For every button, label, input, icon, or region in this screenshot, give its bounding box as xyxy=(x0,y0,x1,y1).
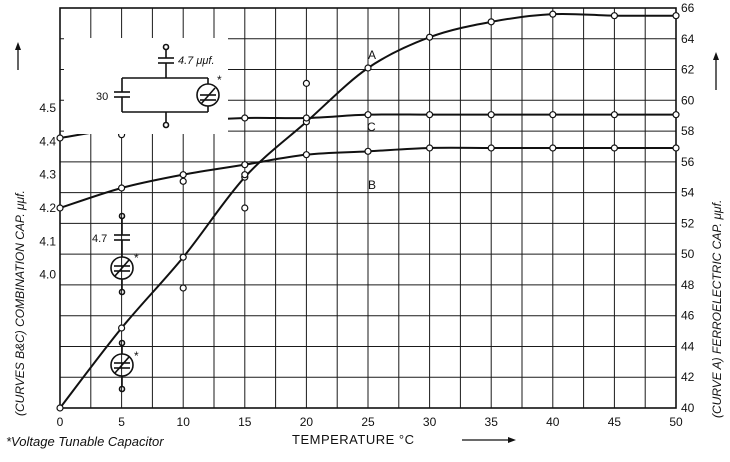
data-point-measured xyxy=(302,79,310,87)
left-y-tick-label: 4.4 xyxy=(39,134,56,148)
inset-star: * xyxy=(217,73,222,87)
left-y-tick-label: 4.3 xyxy=(39,168,56,182)
x-tick-label: 0 xyxy=(57,415,64,429)
right-axis-label: (CURVE A) FERROELECTRIC CAP. μμf. xyxy=(710,200,724,418)
data-point-a xyxy=(672,12,680,20)
right-y-tick-label: 40 xyxy=(681,401,695,415)
series-circuit-diagram: 4.7 * * xyxy=(92,212,139,393)
data-point-b xyxy=(117,184,126,192)
right-y-tick-label: 50 xyxy=(681,247,695,261)
data-point-b xyxy=(302,151,310,159)
data-point-c xyxy=(241,114,249,122)
x-axis-label: TEMPERATURE °C xyxy=(292,432,414,447)
data-point-b xyxy=(549,144,557,152)
x-tick-label: 40 xyxy=(546,415,560,429)
right-y-tick-label: 60 xyxy=(681,93,695,107)
left-y-tick-label: 4.5 xyxy=(39,101,56,115)
data-point-a xyxy=(56,404,64,412)
parallel-circuit-diagram: 4.7 μμf. 30 * xyxy=(64,38,228,134)
curve-label-b: B xyxy=(368,178,376,192)
right-y-tick-label: 58 xyxy=(681,124,695,138)
x-tick-label: 35 xyxy=(485,415,499,429)
data-point-c xyxy=(672,111,680,119)
data-point-c xyxy=(364,111,372,119)
left-cap-value: 4.7 xyxy=(92,233,107,245)
right-y-tick-label: 52 xyxy=(681,216,695,230)
left-y-tick-label: 4.1 xyxy=(39,234,56,248)
star-a: * xyxy=(134,251,139,265)
left-axis-arrow-icon xyxy=(15,42,21,70)
footnote: *Voltage Tunable Capacitor xyxy=(6,434,164,449)
data-point-b xyxy=(610,144,619,152)
right-y-tick-label: 54 xyxy=(681,186,695,200)
data-point-c xyxy=(487,111,495,119)
data-point-measured xyxy=(241,171,249,179)
x-tick-label: 10 xyxy=(177,415,191,429)
curve-label-c: C xyxy=(367,120,376,134)
data-point-c xyxy=(549,111,557,119)
right-axis-arrow-icon xyxy=(713,52,719,90)
data-point-a xyxy=(179,253,187,261)
data-point-c xyxy=(56,134,64,142)
curve-label-a: A xyxy=(368,48,376,62)
tick-labels: 0 5 10 15 20 25 30 35 40 45 50 4.0 4.1 4.2 4.3 4.4 4.5 40… xyxy=(39,1,694,429)
data-point-b xyxy=(56,204,64,212)
right-y-tick-label: 64 xyxy=(681,32,695,46)
data-point-a xyxy=(487,18,495,26)
data-point-a xyxy=(426,33,434,41)
data-point-a xyxy=(117,324,126,332)
left-axis-label: (CURVES B&C) COMBINATION CAP. μμf. xyxy=(13,190,27,416)
x-tick-label: 30 xyxy=(423,415,437,429)
data-point-a xyxy=(364,64,372,72)
x-tick-label: 5 xyxy=(118,415,125,429)
data-point-a xyxy=(610,12,619,20)
x-tick-label: 50 xyxy=(669,415,683,429)
data-point-b xyxy=(364,147,372,155)
data-point-b xyxy=(426,144,434,152)
data-point-c xyxy=(426,111,434,119)
right-y-tick-label: 42 xyxy=(681,370,695,384)
right-y-tick-label: 62 xyxy=(681,63,695,77)
x-tick-label: 15 xyxy=(238,415,252,429)
data-point-c xyxy=(302,114,310,122)
left-y-tick-label: 4.0 xyxy=(39,268,56,282)
right-y-tick-label: 66 xyxy=(681,1,695,15)
left-y-tick-label: 4.2 xyxy=(39,201,56,215)
data-point-c xyxy=(610,111,619,119)
data-point-measured xyxy=(179,284,187,292)
grid xyxy=(60,8,676,408)
data-point-b xyxy=(241,161,249,169)
x-axis-arrow-icon xyxy=(462,437,516,443)
data-point-measured xyxy=(241,204,249,212)
inset-cap-value-2: 30 xyxy=(96,91,108,103)
star-b: * xyxy=(134,349,139,363)
data-point-measured xyxy=(179,177,187,185)
right-y-tick-label: 48 xyxy=(681,278,695,292)
x-tick-label: 20 xyxy=(300,415,314,429)
right-y-tick-label: 46 xyxy=(681,309,695,323)
right-y-tick-label: 44 xyxy=(681,339,695,353)
inset-cap-value-1: 4.7 μμf. xyxy=(178,55,215,67)
x-tick-label: 25 xyxy=(361,415,375,429)
data-point-b xyxy=(672,144,680,152)
data-point-b xyxy=(179,171,187,179)
data-point-b xyxy=(487,144,495,152)
data-point-a xyxy=(549,10,557,18)
right-y-tick-label: 56 xyxy=(681,155,695,169)
x-tick-label: 45 xyxy=(608,415,622,429)
